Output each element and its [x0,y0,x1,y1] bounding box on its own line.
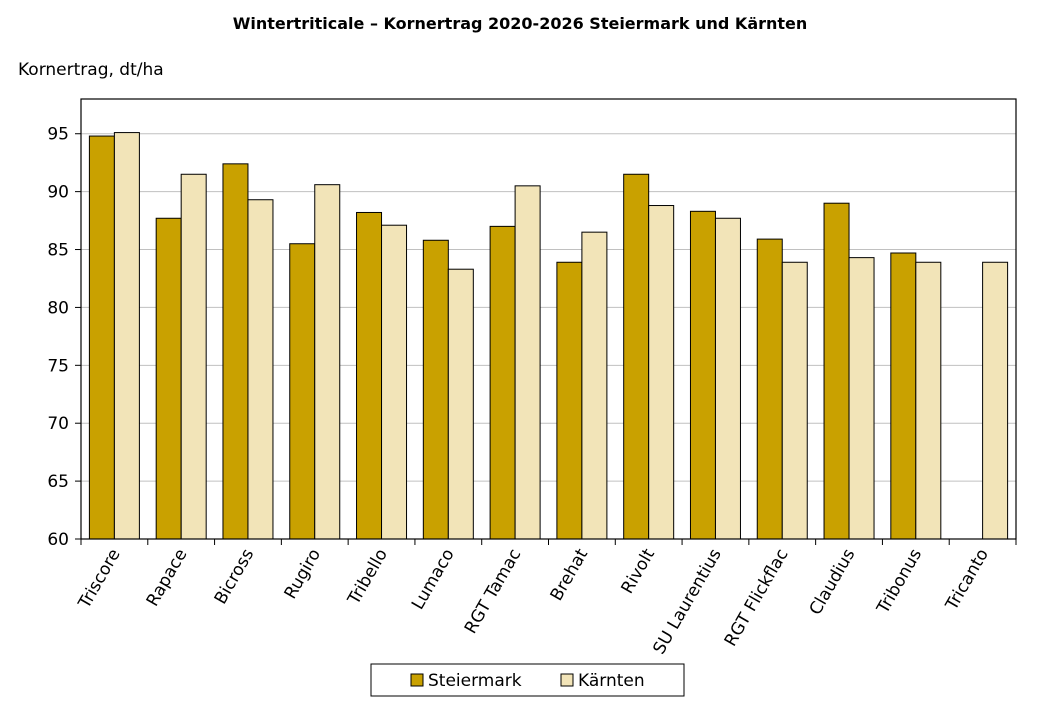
x-tick-label: Claudius [806,545,860,618]
bar [714,217,741,540]
y-tick-label: 60 [47,530,69,550]
plot-frame [80,98,1017,540]
x-tick-label: Tricanto [942,546,993,615]
bar [422,239,449,540]
x-tick-label: Bicross [211,545,259,607]
bar [180,173,207,540]
x-tick-label: SU Laurentius [649,545,725,657]
legend-swatch [410,673,424,687]
legend-label: Steiermark [428,671,522,691]
y-axis-label: Kornertrag, dt/ha [18,60,164,80]
x-tick-label: Rugiro [281,546,326,603]
x-tick-label: Rapace [143,546,192,610]
bar [314,184,341,540]
bar [155,217,182,540]
y-tick-label: 85 [47,241,69,261]
chart-title: Wintertriticale – Kornertrag 2020-2026 S… [233,14,808,33]
bar [222,163,249,540]
x-tick-label: Rivolt [617,545,659,597]
y-tick-label: 95 [47,125,69,145]
x-tick-label: Brehat [547,545,593,604]
y-tick-label: 65 [47,472,69,492]
y-tick-label: 80 [47,298,69,318]
bar [890,252,917,540]
bar [447,268,474,540]
y-tick-label: 75 [47,356,69,376]
bar [848,257,875,540]
bar [381,224,408,540]
bar [88,135,115,540]
bar [356,211,383,540]
bar [823,202,850,540]
bar [581,231,608,540]
x-tick-label: Tribonus [873,545,926,618]
x-tick-label: Triscore [74,546,124,613]
y-tick-label: 90 [47,183,69,203]
x-tick-label: Lumaco [408,546,459,614]
legend-label: Kärnten [578,671,645,691]
legend-swatch [560,673,574,687]
bar [489,225,516,540]
bar [648,205,675,540]
bar [556,261,583,540]
x-tick-label: RGT Tamac [461,546,526,638]
bar [289,243,316,540]
plot-area [81,99,1016,539]
bar [756,238,783,540]
x-tick-label: Tribello [344,546,392,609]
bar [982,261,1009,540]
bar [247,199,274,540]
bar [781,261,808,540]
bar [915,261,942,540]
y-tick-label: 70 [47,414,69,434]
bar [689,210,716,540]
bar [514,185,541,540]
bar [113,132,140,540]
x-tick-label: RGT Flickflac [721,546,793,650]
bar [623,173,650,540]
